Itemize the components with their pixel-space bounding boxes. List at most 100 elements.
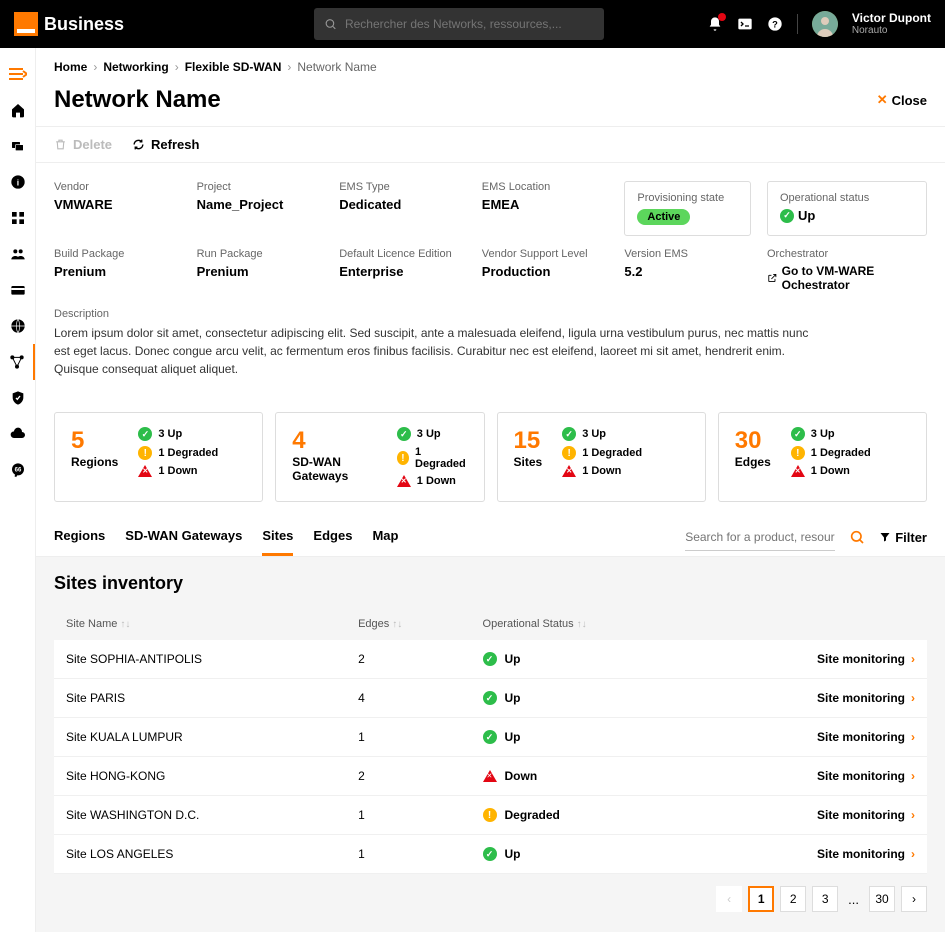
pagination: ‹ 1 2 3 ... 30 › [54, 886, 927, 912]
global-search-input[interactable] [345, 17, 594, 31]
field-version: Version EMS5.2 [624, 248, 751, 292]
tabs-row: Regions SD-WAN Gateways Sites Edges Map … [36, 518, 945, 557]
page-title: Network Name [54, 86, 221, 114]
tab-map[interactable]: Map [372, 518, 398, 556]
field-licence: Default Licence EditionEnterprise [339, 248, 466, 292]
chevron-right-icon: › [911, 769, 915, 783]
tab-gateways[interactable]: SD-WAN Gateways [125, 518, 242, 556]
col-edges[interactable]: Edges↑↓ [346, 608, 470, 640]
cell-edges: 1 [346, 718, 470, 757]
page-next[interactable]: › [901, 886, 927, 912]
search-icon[interactable] [849, 529, 865, 545]
chevron-right-icon: › [175, 60, 179, 74]
stat-up: ✓3 Up [562, 427, 642, 441]
breadcrumb-home[interactable]: Home [54, 60, 87, 74]
close-label: Close [892, 93, 927, 108]
filter-button[interactable]: Filter [879, 530, 927, 545]
stat-down: 1 Down [138, 465, 218, 477]
card-icon [10, 282, 26, 298]
chevron-right-icon: › [93, 60, 97, 74]
refresh-button[interactable]: Refresh [132, 137, 199, 152]
sidebar-item-network[interactable] [0, 344, 35, 380]
breadcrumb-sdwan[interactable]: Flexible SD-WAN [185, 60, 282, 74]
cloud-icon [10, 426, 26, 442]
stat-up: ✓3 Up [791, 427, 871, 441]
summary-label: Sites [514, 455, 543, 469]
orchestrator-link[interactable]: Go to VM-WARE Ochestrator [767, 264, 927, 292]
stat-degraded: !1 Degraded [562, 446, 642, 460]
sidebar-item-chat[interactable]: 66 [0, 452, 35, 488]
operational-card: Operational status ✓Up [767, 181, 927, 236]
site-monitoring-link[interactable]: Site monitoring › [716, 691, 915, 705]
delete-label: Delete [73, 137, 112, 152]
check-icon: ✓ [780, 209, 794, 223]
tab-sites[interactable]: Sites [262, 518, 293, 556]
tab-edges[interactable]: Edges [313, 518, 352, 556]
site-monitoring-link[interactable]: Site monitoring › [716, 652, 915, 666]
down-icon [791, 465, 805, 477]
site-monitoring-link[interactable]: Site monitoring › [716, 847, 915, 861]
cell-site-name: Site PARIS [54, 679, 346, 718]
header-separator [797, 14, 798, 34]
search-icon [324, 17, 337, 31]
summary-label: SD-WAN Gateways [292, 455, 377, 483]
svg-text:?: ? [772, 19, 778, 29]
sidebar-item-cloud[interactable] [0, 416, 35, 452]
sidebar-item-billing[interactable] [0, 272, 35, 308]
sidebar-item-apps[interactable] [0, 200, 35, 236]
stat-degraded: !1 Degraded [397, 446, 468, 470]
terminal-button[interactable] [737, 16, 753, 32]
sort-icon: ↑↓ [120, 619, 130, 630]
field-emstype: EMS TypeDedicated [339, 181, 466, 236]
cell-edges: 1 [346, 796, 470, 835]
field-project: ProjectName_Project [197, 181, 324, 236]
col-site-name[interactable]: Site Name↑↓ [54, 608, 346, 640]
filter-label: Filter [895, 530, 927, 545]
summary-card: 15 Sites ✓3 Up !1 Degraded 1 Down [497, 412, 706, 502]
global-search[interactable] [314, 8, 604, 40]
cell-status: ✓Up [471, 718, 705, 757]
sidebar-item-cards[interactable] [0, 128, 35, 164]
summary-count: 4 [292, 427, 377, 455]
notifications-button[interactable] [707, 16, 723, 32]
chevron-right-icon: › [911, 730, 915, 744]
tab-search-input[interactable] [685, 524, 835, 551]
cards-icon [10, 138, 26, 154]
sidebar-item-globe[interactable] [0, 308, 35, 344]
avatar[interactable] [812, 11, 838, 37]
site-monitoring-link[interactable]: Site monitoring › [716, 730, 915, 744]
col-status[interactable]: Operational Status↑↓ [471, 608, 705, 640]
site-monitoring-link[interactable]: Site monitoring › [716, 769, 915, 783]
page-last[interactable]: 30 [869, 886, 895, 912]
left-sidebar: i 66 [0, 48, 36, 932]
close-button[interactable]: ✕ Close [877, 92, 927, 108]
table-row: Site HONG-KONG 2 Down Site monitoring › [54, 757, 927, 796]
check-icon: ✓ [562, 427, 576, 441]
page-3[interactable]: 3 [812, 886, 838, 912]
apps-icon [10, 210, 26, 226]
sidebar-item-security[interactable] [0, 380, 35, 416]
sidebar-item-home[interactable] [0, 92, 35, 128]
tab-regions[interactable]: Regions [54, 518, 105, 556]
sidebar-item-users[interactable] [0, 236, 35, 272]
down-icon [397, 475, 411, 487]
cell-edges: 2 [346, 757, 470, 796]
breadcrumb-networking[interactable]: Networking [103, 60, 168, 74]
site-monitoring-link[interactable]: Site monitoring › [716, 808, 915, 822]
cell-site-name: Site WASHINGTON D.C. [54, 796, 346, 835]
help-button[interactable]: ? [767, 16, 783, 32]
refresh-icon [132, 138, 145, 151]
sort-icon: ↑↓ [577, 619, 587, 630]
page-2[interactable]: 2 [780, 886, 806, 912]
warn-icon: ! [397, 451, 409, 465]
breadcrumb: Home › Networking › Flexible SD-WAN › Ne… [36, 48, 945, 86]
stat-down: 1 Down [562, 465, 642, 477]
sidebar-toggle[interactable] [0, 56, 35, 92]
breadcrumb-current: Network Name [297, 60, 376, 74]
cell-site-name: Site LOS ANGELES [54, 835, 346, 874]
page-prev: ‹ [716, 886, 742, 912]
sidebar-item-info[interactable]: i [0, 164, 35, 200]
page-1[interactable]: 1 [748, 886, 774, 912]
user-info[interactable]: Victor Dupont Norauto [852, 12, 931, 36]
chevron-right-icon: › [911, 847, 915, 861]
